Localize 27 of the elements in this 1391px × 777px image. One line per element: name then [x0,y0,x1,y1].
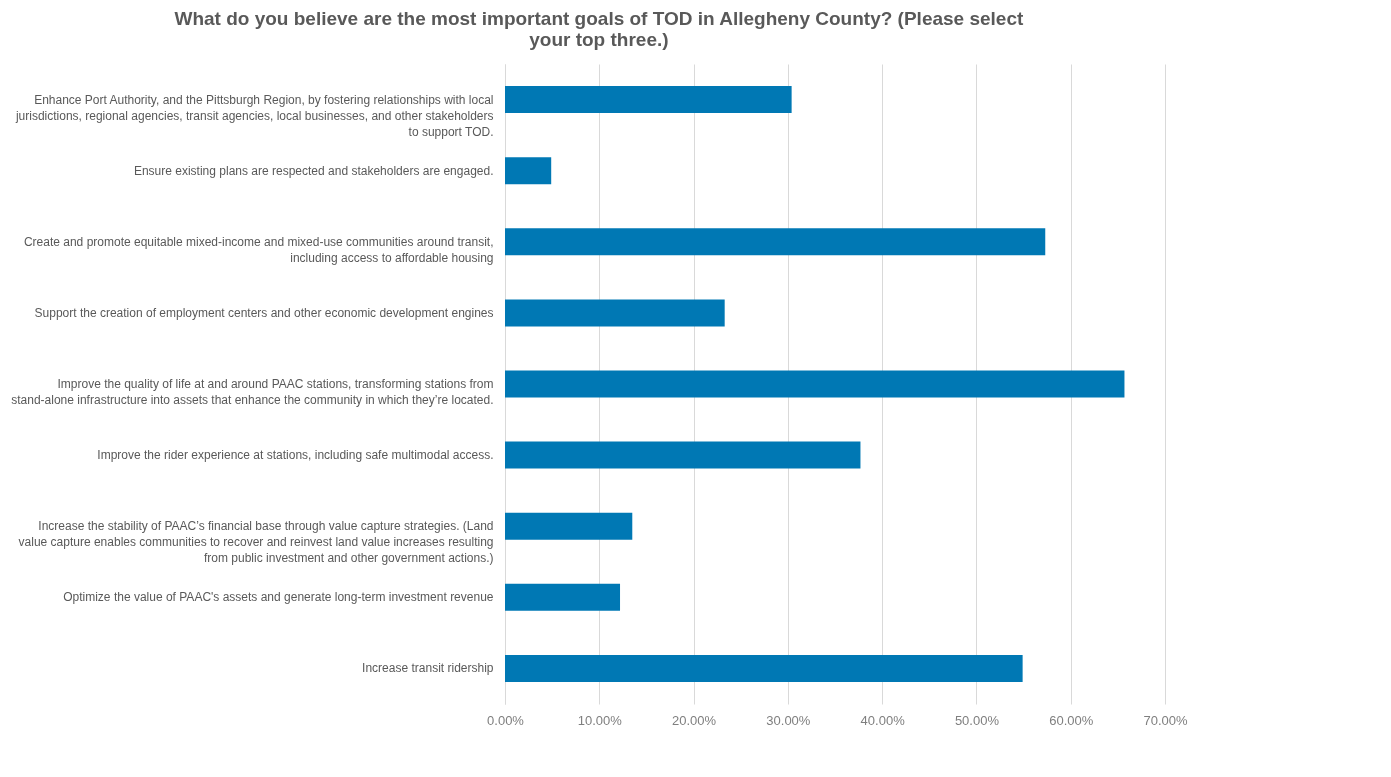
bar [505,86,792,114]
x-tick-label: 70.00% [1143,712,1188,728]
x-tick-label: 50.00% [954,712,1000,728]
bar [505,228,1046,256]
y-tick-label: Improve the rider experience at stations, including safe multimodal access. [97,448,494,463]
bar [505,583,621,611]
y-tick-label: Improve the quality of life at and around PAAC stations, transforming stations from stand-alone infrastructure into assets that enhance the community in which they’re located. [11,377,494,407]
bar [505,157,552,185]
y-tick-label: Support the creation of employment centers and other economic development engines [34,305,494,320]
y-tick-label: Optimize the value of PAAC's assets and generate long-term investment revenue [63,590,494,605]
x-tick-label: 20.00% [672,712,717,728]
y-tick-label: Enhance Port Authority, and the Pittsburgh Region, by fostering relationships with local jurisdictions, regional agencies, transit agencies, local businesses, and other stakeholders to support TOD. [14,92,494,139]
y-tick-label: Ensure existing plans are respected and stakeholders are engaged. [133,163,494,178]
bar [505,299,725,327]
y-tick-label: Create and promote equitable mixed-income and mixed-use communities around transit, including access to affordable housing [23,234,494,265]
y-tick-label: Increase the stability of PAAC’s financial base through value capture strategies. (Land value capture enables communities to recover and reinvest land value increases resulting from public investment and other government actions.) [18,519,494,566]
x-tick-label: 30.00% [766,712,811,728]
y-tick-label: Increase transit ridership [362,661,494,676]
bar [505,512,633,540]
x-tick-label: 10.00% [577,712,623,728]
bar [505,654,1023,682]
x-tick-label: 40.00% [860,712,906,728]
chart-title: What do you believe are the most important goals of TOD in Allegheny County? (Please select your top three.) [174,8,1024,50]
x-tick-label: 0.00% [487,712,525,728]
x-tick-label: 60.00% [1049,712,1094,728]
bar [505,441,861,469]
bar [505,370,1125,398]
